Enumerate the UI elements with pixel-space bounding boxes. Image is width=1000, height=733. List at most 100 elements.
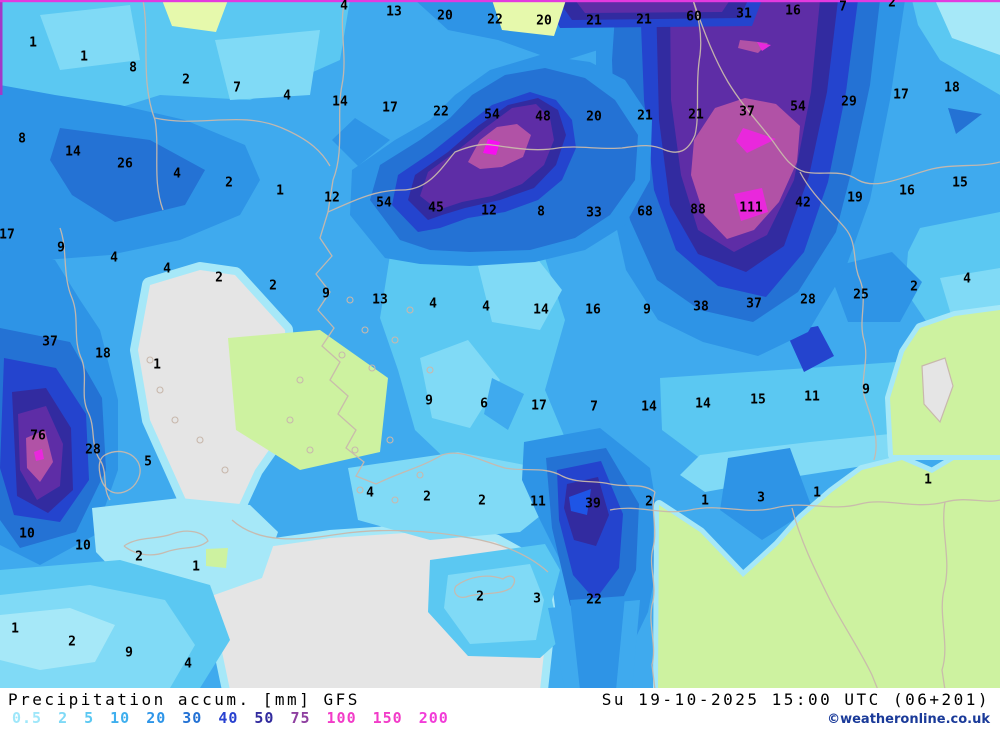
precip-value-label: 9 [125,646,133,661]
precipitation-map: 4 13 20 22 20 21 21 60 31 16 7 2 1 1 8 2 7 4 14 17 22 54 48 20 2… [0,0,1000,688]
coastline [791,507,878,688]
precip-value-label: 6 [480,397,488,412]
legend-value-75: 75 [290,709,311,727]
island-outline [156,386,164,394]
precip-value-label: 14 [641,400,657,415]
coastline [650,491,656,688]
island-outline [146,356,154,364]
precip-value-label: 3 [533,592,541,607]
coastline [315,211,377,485]
precip-value-label: 37 [746,297,762,312]
precip-value-label: 2 [476,590,484,605]
precip-region [215,30,320,100]
precip-region [50,128,205,222]
island-outline [391,336,399,344]
precip-value-label: 26 [117,157,133,172]
island-outline [386,436,394,444]
precip-value-label: 45 [428,201,444,216]
precip-value-label: 4 [429,297,437,312]
island-outline [361,326,369,334]
coastline [59,227,89,413]
precip-value-label: 1 [813,486,821,501]
precip-value-label: 2 [269,279,277,294]
island-outline [351,446,359,454]
island-outline [391,496,399,504]
precip-value-label: 88 [690,203,706,218]
precip-value-label: 16 [585,303,601,318]
precip-value-label: 11 [530,495,546,510]
precip-value-label: 4 [110,251,118,266]
precip-value-label: 54 [484,108,500,123]
precip-region [206,548,228,568]
precip-region [935,0,1000,55]
island-outline [196,436,204,444]
precip-value-label: 14 [695,397,711,412]
map-footer: Precipitation accum. [mm] GFS 0.5 2 5 10 20 3… [0,688,1000,733]
precip-value-label: 18 [95,347,111,362]
island-outline [171,416,179,424]
precip-value-label: 38 [693,300,709,315]
precip-value-label: 31 [736,7,752,22]
precip-value-label: 7 [233,81,241,96]
island-outline [306,446,314,454]
precip-value-label: 9 [57,241,65,256]
precip-value-label: 10 [19,527,35,542]
legend-value-30: 30 [182,709,203,727]
precip-value-label: 33 [586,206,602,221]
coastline [98,450,141,494]
precip-value-label: 111 [739,201,763,216]
coastline [231,519,549,573]
precip-value-label: 4 [283,89,291,104]
precip-value-label: 9 [425,394,433,409]
precip-scale-legend: 0.5 2 5 10 20 30 40 50 75 100 150 200 [12,709,449,727]
precip-value-label: 1 [153,358,161,373]
precip-value-label: 19 [847,191,863,206]
island-outline [221,466,229,474]
island-outline [286,416,294,424]
island-outline [416,471,424,479]
precip-value-label: 1 [11,622,19,637]
precip-value-label: 2 [215,271,223,286]
precip-region [734,188,768,221]
precip-region [828,252,922,322]
precip-value-label: 1 [192,560,200,575]
precip-value-label: 60 [686,10,702,25]
precip-value-label: 1 [924,473,932,488]
precip-region [0,608,115,670]
coastline [453,575,516,598]
island-outline [406,306,414,314]
coastline [941,501,948,688]
island-outline [346,296,354,304]
precip-value-label: 2 [182,73,190,88]
coastline [327,0,702,213]
precip-region [40,5,140,70]
island-outline [296,376,304,384]
precip-region [478,252,562,330]
precip-value-label: 21 [637,109,653,124]
coastline [609,499,1000,513]
precip-region [570,596,625,688]
precip-region [34,449,44,461]
precip-region [420,340,500,428]
precip-region [948,108,982,134]
precip-region [575,0,730,13]
watermark-text: ©weatheronline.co.uk [827,712,990,727]
legend-value-200: 200 [418,709,449,727]
precip-value-label: 2 [910,280,918,295]
precip-region [736,128,776,153]
precip-value-label: 13 [372,293,388,308]
precip-value-label: 9 [862,383,870,398]
precip-value-label: 4 [366,486,374,501]
precip-value-label: 21 [688,108,704,123]
precip-value-label: 28 [800,293,816,308]
precip-region [484,378,524,430]
precip-value-label: 17 [531,399,547,414]
coastline [375,452,656,493]
legend-value-2: 2 [58,709,69,727]
precip-value-label: 17 [0,228,15,243]
precip-region [332,118,390,166]
precip-value-label: 8 [129,61,137,76]
legend-value-20: 20 [146,709,167,727]
legend-value-100: 100 [326,709,357,727]
